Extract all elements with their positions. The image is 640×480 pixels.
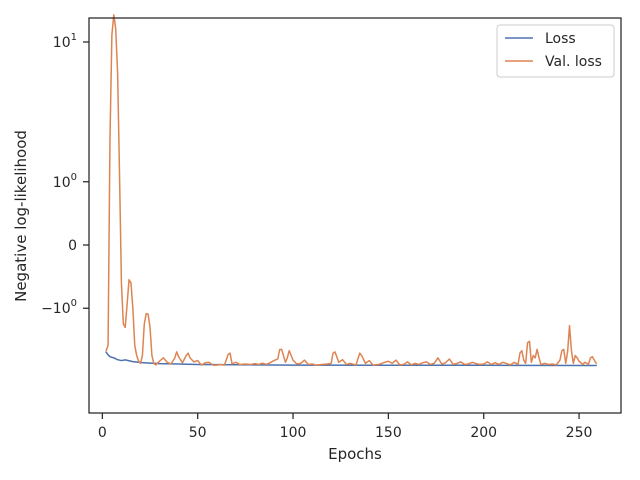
x-tick-label: 100 [280,425,307,441]
y-axis-label: Negative log-likelihood [12,130,30,302]
y-tick-label: 0 [68,238,77,254]
x-axis: 0 50 100 150 200 250 [98,413,593,441]
y-tick-label: −100 [41,298,77,317]
plot-area [88,14,622,414]
y-tick-label: 101 [53,32,77,51]
series-layer [105,14,597,367]
legend-label-val-loss: Val. loss [545,54,602,70]
x-tick-label: 200 [470,425,497,441]
legend: Loss Val. loss [496,24,615,78]
series-line-loss [105,351,597,367]
plot-frame [88,17,622,414]
series-line-val-loss [105,14,597,366]
legend-label-loss: Loss [545,31,576,47]
x-tick-label: 50 [189,425,207,441]
x-tick-label: 150 [375,425,402,441]
x-tick-label: 250 [566,425,593,441]
y-axis: 101 100 0 −100 [41,32,89,317]
x-tick-label: 0 [98,425,107,441]
x-axis-label: Epochs [328,445,382,463]
y-tick-label: 100 [53,172,77,191]
